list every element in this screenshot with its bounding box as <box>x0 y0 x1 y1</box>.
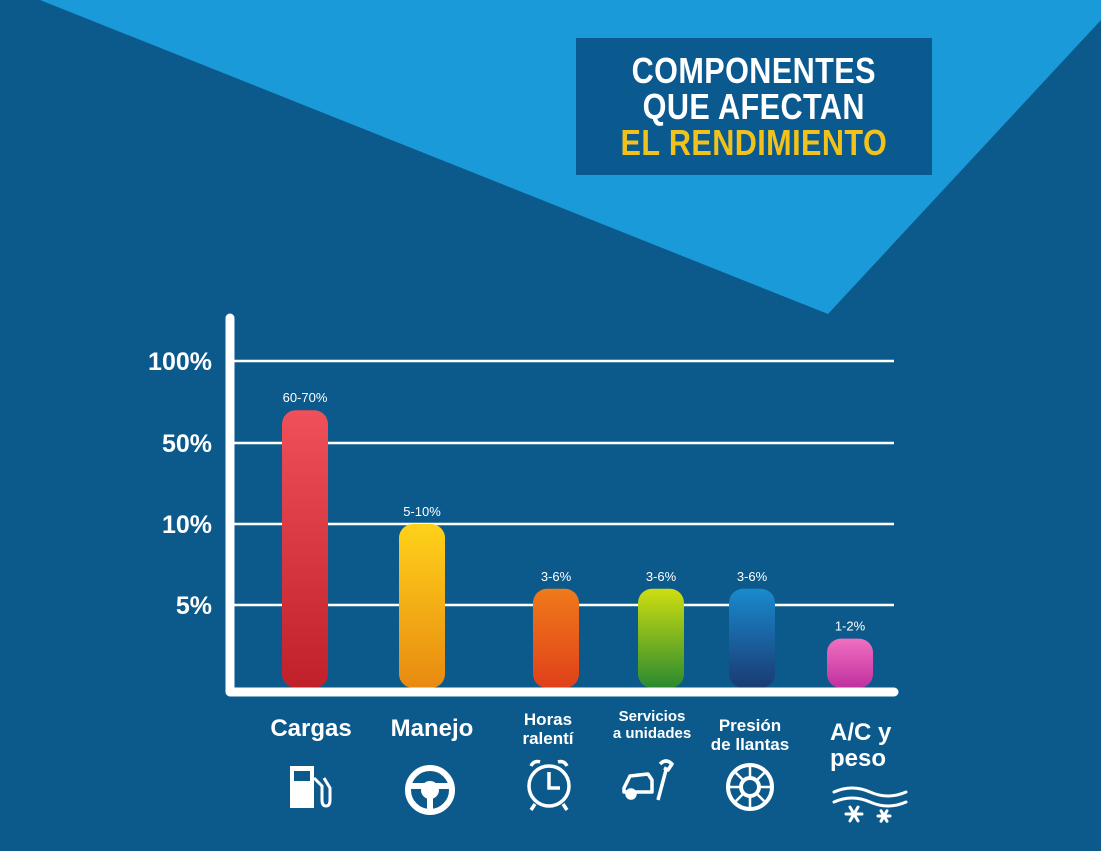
category-label: Horas ralentí <box>468 710 628 748</box>
bar-value-label: 3-6% <box>646 569 677 584</box>
title-line-2: QUE AFECTAN <box>642 85 866 127</box>
bar-2 <box>533 588 579 688</box>
bar-value-label: 1-2% <box>835 619 866 634</box>
category-label: Servicios a unidades <box>572 708 732 742</box>
bar-value-label: 3-6% <box>737 569 768 584</box>
category-label-line: de llantas <box>710 734 790 754</box>
axis <box>225 313 899 697</box>
bar-value-label: 60-70% <box>283 390 328 405</box>
y-tick-label: 100% <box>148 348 212 376</box>
category-label-line: ralentí <box>522 728 574 748</box>
category-label-line: Servicios <box>618 708 686 725</box>
bar-1 <box>399 524 445 688</box>
category-label-line: Cargas <box>270 715 352 742</box>
category-label-line: a unidades <box>612 724 692 742</box>
bar-value-label: 5-10% <box>403 504 441 519</box>
y-tick-label: 5% <box>176 592 212 620</box>
bar-0 <box>282 410 328 688</box>
category-label-line: Presión <box>718 716 782 735</box>
bar-3 <box>638 588 684 688</box>
y-tick-label: 10% <box>162 511 212 539</box>
bar-value-label: 3-6% <box>541 569 572 584</box>
y-tick-label: 50% <box>162 430 212 458</box>
title-line-3: EL RENDIMIENTO <box>620 121 888 163</box>
bar-4 <box>729 588 775 688</box>
category-label-line: peso <box>830 745 887 773</box>
category-label: Cargas <box>231 715 391 742</box>
title-line-1: COMPONENTES <box>631 49 877 91</box>
category-label-line: Horas <box>523 710 573 729</box>
category-label-line: Manejo <box>390 715 474 742</box>
category-label-line: A/C y <box>830 719 892 746</box>
category-label: Manejo <box>352 715 512 742</box>
title-box: COMPONENTES QUE AFECTAN EL RENDIMIENTO <box>576 38 932 175</box>
category-label: Presión de llantas <box>670 716 830 754</box>
category-label: A/C y peso <box>784 719 944 773</box>
bar-5 <box>827 638 873 688</box>
